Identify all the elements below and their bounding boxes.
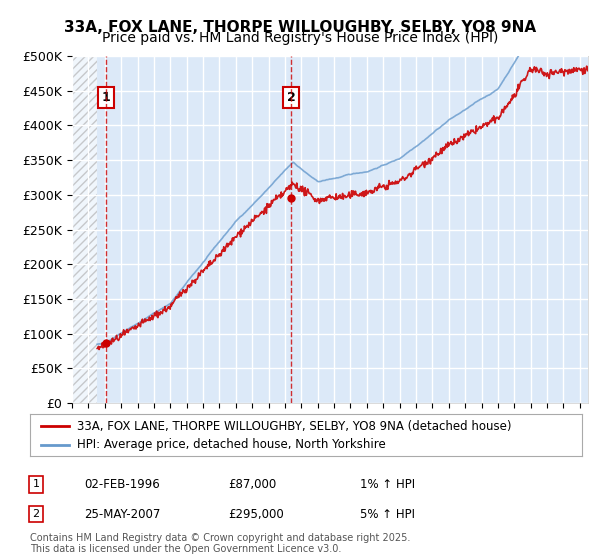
Text: £87,000: £87,000 xyxy=(228,478,276,491)
Text: 1: 1 xyxy=(102,91,110,104)
Bar xyxy=(72,56,97,403)
Text: 1: 1 xyxy=(32,479,40,489)
Text: 2: 2 xyxy=(32,509,40,519)
Text: 25-MAY-2007: 25-MAY-2007 xyxy=(84,507,160,521)
Text: Contains HM Land Registry data © Crown copyright and database right 2025.
This d: Contains HM Land Registry data © Crown c… xyxy=(30,533,410,554)
Text: £295,000: £295,000 xyxy=(228,507,284,521)
Text: Price paid vs. HM Land Registry's House Price Index (HPI): Price paid vs. HM Land Registry's House … xyxy=(102,31,498,45)
Text: 02-FEB-1996: 02-FEB-1996 xyxy=(84,478,160,491)
Text: HPI: Average price, detached house, North Yorkshire: HPI: Average price, detached house, Nort… xyxy=(77,438,386,451)
Text: 2: 2 xyxy=(287,91,296,104)
Text: 5% ↑ HPI: 5% ↑ HPI xyxy=(360,507,415,521)
Text: 33A, FOX LANE, THORPE WILLOUGHBY, SELBY, YO8 9NA (detached house): 33A, FOX LANE, THORPE WILLOUGHBY, SELBY,… xyxy=(77,419,511,433)
Text: 33A, FOX LANE, THORPE WILLOUGHBY, SELBY, YO8 9NA: 33A, FOX LANE, THORPE WILLOUGHBY, SELBY,… xyxy=(64,20,536,35)
Text: 1% ↑ HPI: 1% ↑ HPI xyxy=(360,478,415,491)
